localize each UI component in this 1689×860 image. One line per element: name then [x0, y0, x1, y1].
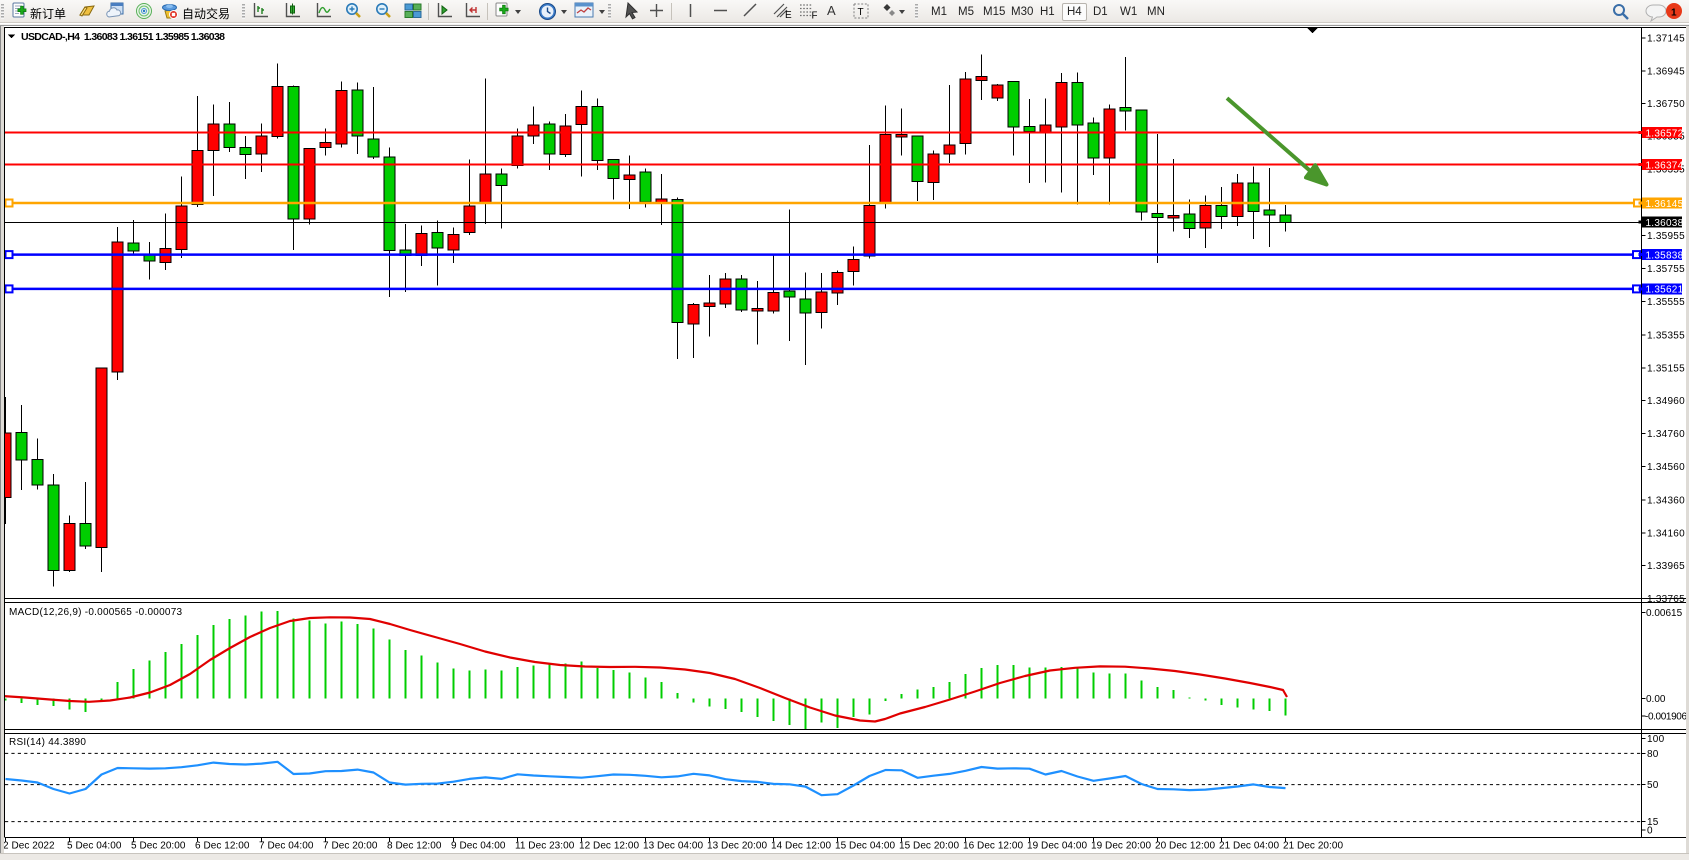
svg-text:1.35555: 1.35555: [1647, 297, 1685, 308]
svg-text:1.35155: 1.35155: [1647, 364, 1685, 375]
svg-text:1.35621: 1.35621: [1646, 285, 1684, 296]
svg-text:100: 100: [1647, 734, 1665, 745]
svg-text:1.34960: 1.34960: [1647, 396, 1685, 407]
svg-text:1.34760: 1.34760: [1647, 429, 1685, 440]
svg-text:1.35355: 1.35355: [1647, 330, 1685, 341]
svg-text:21 Dec 04:00: 21 Dec 04:00: [1219, 841, 1279, 852]
svg-text:21 Dec 20:00: 21 Dec 20:00: [1283, 841, 1343, 852]
svg-text:5 Dec 20:00: 5 Dec 20:00: [131, 841, 186, 852]
svg-text:1.35838: 1.35838: [1646, 250, 1684, 261]
svg-text:12 Dec 12:00: 12 Dec 12:00: [579, 841, 639, 852]
svg-text:50: 50: [1647, 780, 1659, 791]
svg-text:MACD(12,26,9) -0.000565 -0.000: MACD(12,26,9) -0.000565 -0.000073: [9, 607, 183, 618]
svg-text:1.33965: 1.33965: [1647, 561, 1685, 572]
svg-text:2 Dec 2022: 2 Dec 2022: [3, 841, 55, 852]
svg-text:7 Dec 20:00: 7 Dec 20:00: [323, 841, 378, 852]
svg-text:1.36374: 1.36374: [1646, 160, 1684, 171]
svg-text:1.36945: 1.36945: [1647, 67, 1685, 78]
svg-text:1.34560: 1.34560: [1647, 462, 1685, 473]
svg-text:1: 1: [1671, 8, 1677, 19]
svg-text:20 Dec 12:00: 20 Dec 12:00: [1155, 841, 1215, 852]
svg-text:13 Dec 20:00: 13 Dec 20:00: [707, 841, 767, 852]
svg-text:1.35755: 1.35755: [1647, 264, 1685, 275]
svg-text:15 Dec 20:00: 15 Dec 20:00: [899, 841, 959, 852]
svg-text:1.36750: 1.36750: [1647, 99, 1685, 110]
svg-text:11 Dec 23:00: 11 Dec 23:00: [515, 841, 575, 852]
svg-text:8 Dec 12:00: 8 Dec 12:00: [387, 841, 442, 852]
svg-text:1.34360: 1.34360: [1647, 495, 1685, 506]
svg-text:19 Dec 20:00: 19 Dec 20:00: [1091, 841, 1151, 852]
svg-text:16 Dec 12:00: 16 Dec 12:00: [963, 841, 1023, 852]
svg-text:9 Dec 04:00: 9 Dec 04:00: [451, 841, 506, 852]
svg-text:1.36572: 1.36572: [1646, 128, 1684, 139]
svg-text:1.35955: 1.35955: [1647, 231, 1685, 242]
svg-text:14 Dec 12:00: 14 Dec 12:00: [771, 841, 831, 852]
svg-text:5 Dec 04:00: 5 Dec 04:00: [67, 841, 122, 852]
svg-text:1.36145: 1.36145: [1646, 199, 1684, 210]
svg-text:1.34160: 1.34160: [1647, 529, 1685, 540]
svg-text:USDCAD-,H4 1.36083 1.36151 1.: USDCAD-,H4 1.36083 1.36151 1.35985 1.360…: [21, 31, 225, 43]
svg-text:1.36038: 1.36038: [1646, 218, 1684, 229]
svg-text:6 Dec 12:00: 6 Dec 12:00: [195, 841, 250, 852]
svg-text:80: 80: [1647, 749, 1659, 760]
svg-text:19 Dec 04:00: 19 Dec 04:00: [1027, 841, 1087, 852]
svg-text:13 Dec 04:00: 13 Dec 04:00: [643, 841, 703, 852]
svg-text:0.00: 0.00: [1646, 694, 1666, 705]
svg-text:1.33765: 1.33765: [1647, 594, 1685, 605]
svg-text:0: 0: [1647, 826, 1653, 837]
svg-text:T: T: [858, 7, 864, 18]
svg-text:-0.001906: -0.001906: [1645, 711, 1687, 722]
svg-text:15 Dec 04:00: 15 Dec 04:00: [835, 841, 895, 852]
svg-text:E: E: [785, 10, 792, 20]
svg-text:7 Dec 04:00: 7 Dec 04:00: [259, 841, 314, 852]
svg-text:F: F: [812, 11, 818, 21]
svg-text:0.00615: 0.00615: [1646, 608, 1683, 619]
svg-text:RSI(14) 44.3890: RSI(14) 44.3890: [9, 737, 86, 748]
svg-text:15: 15: [1647, 817, 1659, 828]
svg-text:1.37145: 1.37145: [1647, 34, 1685, 45]
